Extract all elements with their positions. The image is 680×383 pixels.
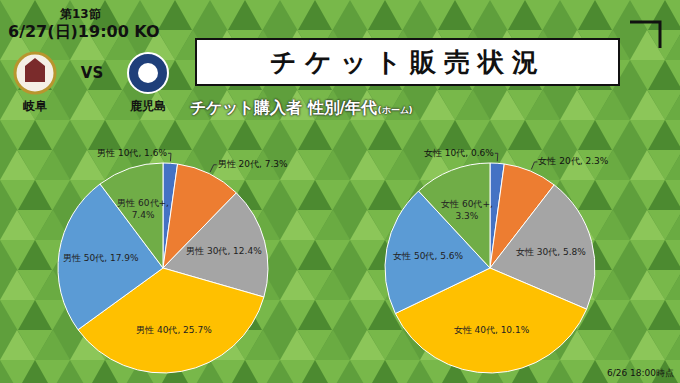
svg-text:男性 10代, 1.6%: 男性 10代, 1.6% — [97, 148, 167, 158]
html-text:VS: VS — [80, 64, 104, 82]
svg-text:男性 60代+,7.4%: 男性 60代+,7.4% — [117, 198, 169, 220]
svg-text:女性 30代, 5.8%: 女性 30代, 5.8% — [516, 247, 586, 257]
html-text:6/26 18:00時点: 6/26 18:00時点 — [607, 368, 674, 378]
html-text:チケット販売状況: チケット販売状況 — [269, 46, 546, 77]
svg-text:男性 20代, 7.3%: 男性 20代, 7.3% — [218, 159, 288, 169]
svg-text:女性 10代, 0.6%: 女性 10代, 0.6% — [424, 148, 494, 158]
svg-text:女性 50代, 5.6%: 女性 50代, 5.6% — [393, 251, 463, 261]
html-text:第13節: 第13節 — [60, 7, 101, 21]
html-text:6/27(日)19:00 KO: 6/27(日)19:00 KO — [8, 22, 160, 41]
svg-text:女性 60代+,3.3%: 女性 60代+,3.3% — [441, 199, 493, 221]
svg-text:女性 40代, 10.1%: 女性 40代, 10.1% — [454, 325, 530, 335]
html-text:岐阜: 岐阜 — [23, 99, 47, 113]
svg-text:女性 20代, 2.3%: 女性 20代, 2.3% — [538, 156, 608, 166]
html-text:鹿児島: 鹿児島 — [130, 99, 166, 113]
svg-text:男性 50代, 17.9%: 男性 50代, 17.9% — [63, 253, 139, 263]
svg-text:男性 30代, 12.4%: 男性 30代, 12.4% — [186, 246, 262, 256]
svg-text:男性 40代, 25.7%: 男性 40代, 25.7% — [136, 325, 212, 335]
html-text:チケット購入者 性別/年代(ホーム): チケット購入者 性別/年代(ホーム) — [190, 98, 413, 117]
